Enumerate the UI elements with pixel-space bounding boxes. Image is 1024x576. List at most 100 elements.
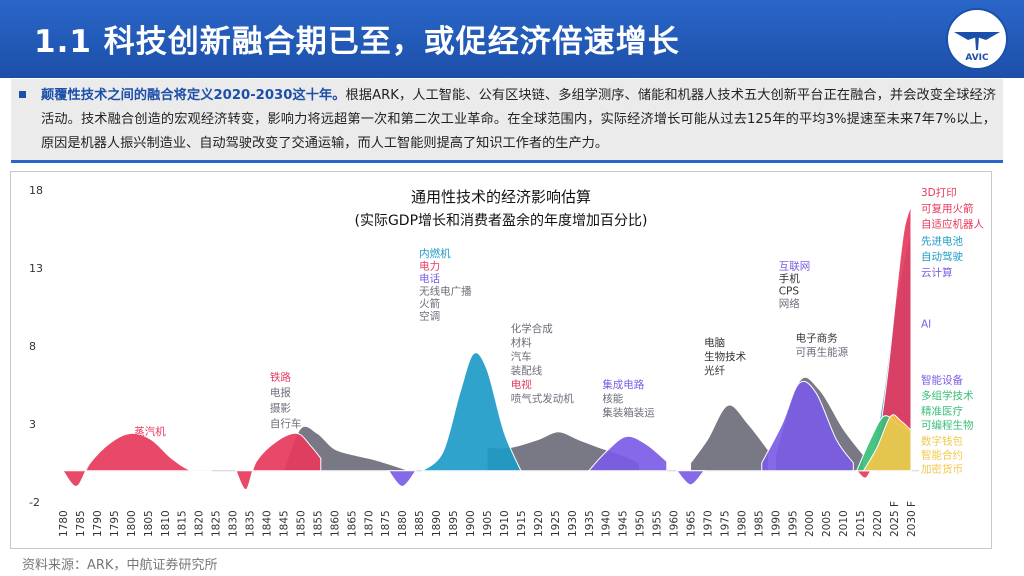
annotation-label: 材料 — [511, 336, 532, 349]
annotation-label: 光纤 — [704, 364, 725, 377]
annotation-label: 电子商务 — [796, 331, 838, 344]
x-tick-label: 1890 — [431, 510, 443, 537]
page-title: 1.1 科技创新融合期已至，或促经济倍速增长 — [34, 24, 680, 60]
annotation-label: 空调 — [419, 309, 440, 322]
x-tick-label: 2015 — [855, 510, 867, 537]
y-tick-label: 13 — [29, 262, 43, 275]
legend-label: 先进电池 — [921, 235, 963, 248]
x-tick-label: 1830 — [228, 510, 240, 537]
annotation-label: 集成电路 — [602, 378, 644, 391]
x-tick-label: 1985 — [753, 510, 765, 537]
x-tick-label: 2020 — [872, 510, 884, 537]
source-note: 资料来源：ARK，中航证券研究所 — [22, 558, 218, 573]
chart-subtitle: (实际GDP增长和消费者盈余的年度增加百分比) — [355, 212, 648, 229]
legend-label: 数字钱包 — [921, 434, 963, 447]
chart-container: 18 13 8 3 -2 1780 1785 1790 1795 1800 1805 1810 1815… — [10, 171, 992, 549]
annotation-label: 电报 — [270, 386, 291, 399]
summary-body: 根据ARK，人工智能、公有区块链、多组学测序、储能和机器人技术五大创新平台正在融… — [41, 88, 996, 151]
bullet-square-icon — [19, 91, 26, 98]
x-tick-label: 1955 — [652, 510, 664, 537]
x-tick-label: 1780 — [58, 510, 70, 537]
x-tick-label: 1900 — [465, 510, 477, 537]
x-tick-label: 1805 — [143, 510, 155, 537]
x-tick-label: 1815 — [177, 510, 189, 537]
series-area — [61, 432, 213, 487]
summary-text: 颠覆性技术之间的融合将定义2020-2030这十年。根据ARK，人工智能、公有区… — [41, 84, 996, 156]
logo-text: AVIC — [965, 53, 989, 63]
x-tick-label: 1835 — [245, 510, 257, 537]
annotation-label: 铁路 — [270, 370, 291, 383]
legend-label: 可编程生物 — [921, 419, 974, 432]
x-tick-label: 1800 — [126, 510, 138, 537]
series-area — [690, 404, 770, 472]
x-tick-label: 1920 — [533, 510, 545, 537]
annotation-label: 电话 — [419, 272, 440, 285]
x-tick-label: 1905 — [482, 510, 494, 537]
annotation-label: 自行车 — [270, 417, 302, 430]
series-area — [387, 470, 417, 487]
x-tick-label: 1850 — [295, 510, 307, 537]
x-tick-label: 1975 — [719, 510, 731, 537]
annotation-label: 化学合成 — [511, 322, 553, 335]
annotation-label: CPS — [779, 286, 800, 298]
annotation-label: 蒸汽机 — [134, 425, 166, 438]
series-area — [761, 380, 854, 472]
x-tick-label: 1885 — [414, 510, 426, 537]
x-tick-label: 2000 — [804, 510, 816, 537]
annotation-label: 电力 — [419, 260, 440, 273]
legend-label: 多组学技术 — [921, 389, 974, 402]
x-tick-label: 1810 — [160, 510, 172, 537]
legend-label: AI — [921, 318, 931, 330]
x-tick-label: 2005 — [821, 510, 833, 537]
series-area — [854, 205, 912, 479]
summary-lead: 颠覆性技术之间的融合将定义2020-2030这十年。 — [41, 88, 346, 103]
x-tick-label: 1795 — [109, 510, 121, 537]
annotation-label: 手机 — [779, 272, 800, 285]
x-tick-label: 1940 — [601, 510, 613, 537]
annotation-label: 汽车 — [511, 350, 532, 363]
x-tick-label: 1945 — [618, 510, 630, 537]
x-tick-label: 1860 — [329, 510, 341, 537]
summary-box: 颠覆性技术之间的融合将定义2020-2030这十年。根据ARK，人工智能、公有区… — [11, 79, 1003, 163]
x-tick-label: 1845 — [278, 510, 290, 537]
legend-label: 自适应机器人 — [921, 217, 984, 230]
x-tick-label: 1820 — [194, 510, 206, 537]
legend-label: 自动驾驶 — [921, 250, 963, 263]
series-area — [675, 470, 706, 486]
x-tick-label: 1785 — [75, 510, 87, 537]
chart-title: 通用性技术的经济影响估算 — [411, 188, 591, 206]
x-tick-label: 2025 F — [889, 501, 901, 537]
x-tick-label: 1825 — [211, 510, 223, 537]
y-tick-label: -2 — [29, 496, 40, 509]
avic-logo-icon: AVIC — [946, 8, 1008, 70]
legend-label: 精准医疗 — [921, 405, 963, 418]
annotation-label: 可再生能源 — [796, 345, 849, 358]
annotation-label: 喷气式发动机 — [511, 392, 574, 405]
annotation-label: 内燃机 — [419, 247, 451, 260]
legend-label: 云计算 — [921, 266, 953, 279]
x-tick-label: 1865 — [346, 510, 358, 537]
x-tick-label: 1970 — [702, 510, 714, 537]
x-tick-label: 1790 — [92, 510, 104, 537]
annotation-label: 电脑 — [704, 336, 725, 349]
x-tick-label: 1915 — [516, 510, 528, 537]
header-bar: 1.1 科技创新融合期已至，或促经济倍速增长 AVIC — [0, 0, 1024, 78]
x-tick-label: 2010 — [838, 510, 850, 537]
y-tick-label: 18 — [29, 184, 43, 197]
x-tick-label: 1995 — [787, 510, 799, 537]
x-tick-label: 1960 — [669, 510, 681, 537]
gpt-impact-chart: 18 13 8 3 -2 1780 1785 1790 1795 1800 1805 1810 1815… — [29, 184, 984, 537]
y-tick-label: 8 — [29, 340, 36, 353]
annotation-label: 网络 — [779, 297, 800, 310]
series-area — [235, 432, 322, 491]
x-tick-label: 1895 — [448, 510, 460, 537]
annotation-label: 摄影 — [270, 402, 291, 415]
series-area — [862, 414, 912, 472]
annotation-label: 无线电广播 — [419, 285, 472, 298]
annotation-label: 电视 — [511, 378, 532, 391]
series-area — [587, 435, 668, 472]
annotation-label: 集装箱装运 — [602, 406, 655, 419]
legend-label: 可复用火箭 — [921, 202, 974, 215]
annotation-label: 火箭 — [419, 297, 440, 310]
legend-label: 智能合约 — [921, 448, 963, 461]
